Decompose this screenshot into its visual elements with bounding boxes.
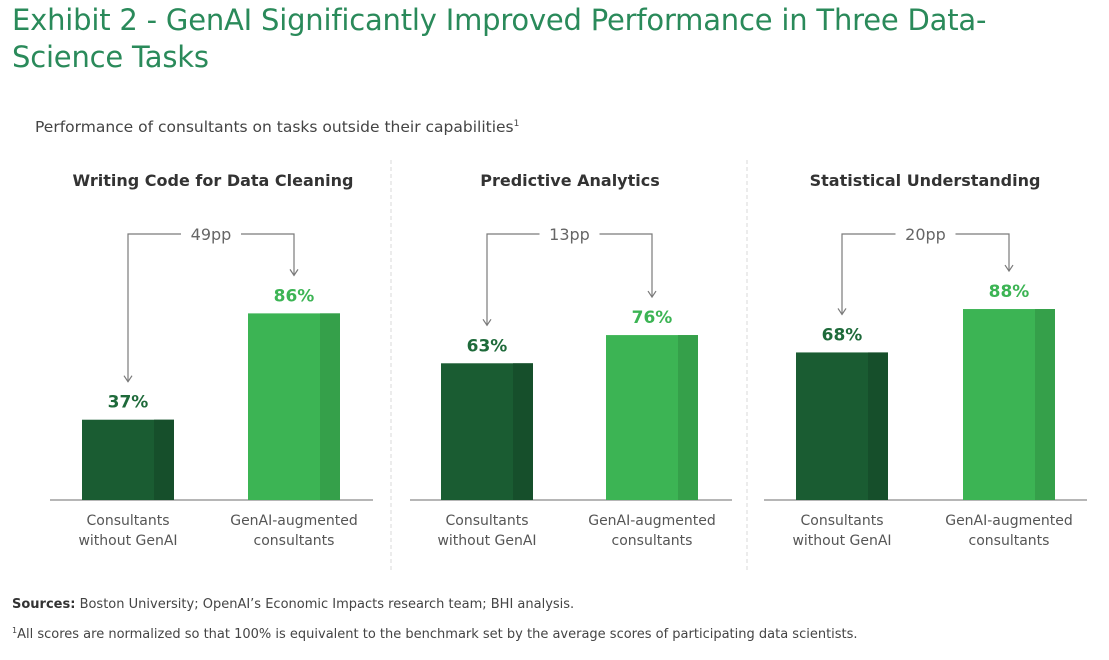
category-label: GenAI-augmented [945,513,1073,529]
category-label: consultants [612,533,693,549]
data-label: 86% [274,286,315,306]
footnote-mark: 1 [12,626,18,635]
subtitle-footnote-mark: 1 [513,119,520,129]
bar-shade [868,352,888,500]
bar-shade [154,419,174,500]
sources-label: Sources: [12,597,76,612]
difference-bracket-right [955,233,1010,272]
category-label: Consultants [446,513,529,529]
sources-note: Sources: Boston University; OpenAI’s Eco… [12,597,574,612]
panel-title-data-cleaning: Writing Code for Data Cleaning [72,171,354,190]
category-label: without GenAI [437,533,536,549]
arrow-head-icon [123,375,133,383]
difference-bracket-left [841,233,896,315]
category-label: consultants [969,533,1050,549]
panel-title-statistical-understanding: Statistical Understanding [809,171,1041,190]
category-label: Consultants [87,513,170,529]
chart-subtitle: Performance of consultants on tasks outs… [35,118,519,136]
bar-shade [320,313,340,500]
difference-bracket-right [241,233,295,276]
category-label: without GenAI [78,533,177,549]
category-label: Consultants [801,513,884,529]
arrow-head-icon [289,269,299,277]
category-label: GenAI-augmented [230,513,358,529]
arrow-head-icon [1004,264,1014,273]
difference-label: 20pp [905,225,946,244]
category-label: without GenAI [792,533,891,549]
data-label: 37% [108,393,149,413]
difference-bracket-left [486,233,540,326]
data-label: 68% [822,325,863,345]
chart-title: Exhibit 2 - GenAI Significantly Improved… [12,3,987,74]
bar-shade [513,363,533,500]
footnote-text: All scores are normalized so that 100% i… [17,627,858,642]
data-label: 88% [989,282,1030,302]
data-label: 63% [467,336,508,356]
subtitle-text: Performance of consultants on tasks outs… [35,118,514,136]
arrow-head-icon [482,318,492,327]
data-label: 76% [632,308,673,328]
bar-shade [678,335,698,500]
difference-label: 13pp [549,225,590,244]
bar-shade [1035,309,1055,500]
panel-title-predictive-analytics: Predictive Analytics [480,171,660,190]
arrow-head-icon [837,308,847,316]
category-label: consultants [254,533,335,549]
difference-label: 49pp [191,225,232,244]
difference-bracket-right [599,233,653,298]
difference-bracket-left [127,233,181,382]
sources-text: Boston University; OpenAI’s Economic Imp… [79,597,575,612]
arrow-head-icon [647,290,657,299]
category-label: GenAI-augmented [588,513,716,529]
footnote: 1All scores are normalized so that 100% … [12,626,858,642]
